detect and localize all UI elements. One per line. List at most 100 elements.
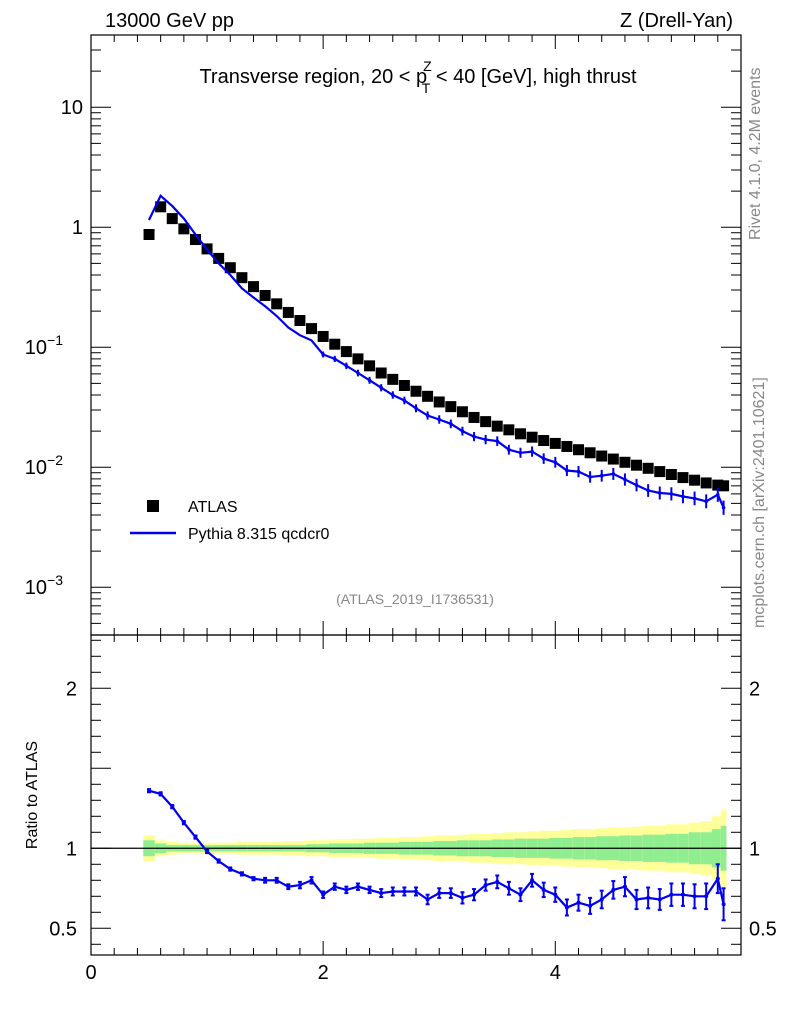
atlas-point — [282, 306, 294, 318]
ratio-point — [721, 902, 726, 907]
ratio-frame — [90, 634, 742, 956]
ratio-point — [611, 887, 616, 892]
analysis-watermark: (ATLAS_2019_I1736531) — [336, 591, 494, 607]
pythia-point — [437, 417, 442, 422]
ratio-point — [181, 820, 186, 825]
pythia-point — [623, 477, 627, 482]
atlas-point — [456, 406, 468, 418]
atlas-point — [503, 424, 515, 436]
ratio-point — [622, 884, 627, 889]
legend-atlas-marker — [147, 500, 159, 512]
ratio-y-tick-label: 2 — [66, 678, 77, 700]
ratio-point — [669, 892, 674, 897]
plot-title: Transverse region, 20 < pZ T < 40 [GeV], … — [199, 58, 637, 96]
ratio-point — [390, 889, 395, 894]
atlas-point — [433, 396, 445, 408]
ratio-point — [414, 889, 418, 894]
atlas-point — [491, 420, 503, 432]
ratio-point — [530, 878, 535, 883]
atlas-point — [689, 474, 701, 486]
ratio-point — [297, 883, 302, 888]
pythia-point — [576, 469, 581, 474]
y-tick-label: 10−1 — [25, 332, 63, 359]
ratio-point — [286, 884, 291, 889]
mcplots-label: mcplots.cern.ch [arXiv:2401.10621] — [751, 377, 768, 628]
legend-atlas-label: ATLAS — [188, 499, 238, 516]
ratio-point — [646, 895, 651, 900]
atlas-point — [364, 360, 376, 372]
ratio-point — [158, 791, 163, 796]
ratio-point — [402, 889, 407, 894]
ratio-point — [588, 903, 593, 908]
atlas-point — [259, 289, 271, 301]
pythia-point — [367, 378, 372, 383]
x-tick-label: 4 — [550, 962, 561, 984]
pythia-point — [495, 439, 500, 443]
pythia-point — [541, 456, 546, 461]
ratio-point — [425, 897, 430, 902]
ratio-point — [332, 884, 337, 889]
atlas-point — [642, 462, 654, 474]
atlas-point — [514, 428, 526, 440]
pythia-point — [425, 413, 430, 418]
ratio-plot-series — [91, 788, 741, 922]
atlas-point — [236, 272, 248, 284]
ratio-point — [239, 871, 244, 876]
pythia-point — [321, 352, 325, 357]
y-tick-label: 10−2 — [25, 452, 63, 479]
atlas-point — [213, 252, 225, 264]
atlas-point — [387, 373, 399, 385]
atlas-point — [317, 330, 329, 342]
atlas-point — [224, 262, 236, 274]
pythia-point — [402, 398, 407, 403]
pythia-point — [460, 429, 465, 433]
atlas-point — [189, 234, 201, 246]
pythia-point — [681, 494, 685, 499]
main-frame — [90, 34, 742, 636]
y-tick-label: 10−3 — [25, 572, 63, 599]
pythia-point — [344, 364, 349, 368]
atlas-point — [677, 472, 689, 484]
y-tick-label: 1 — [72, 217, 83, 239]
atlas-point — [561, 440, 573, 452]
ratio-point — [506, 886, 511, 891]
atlas-point — [248, 281, 259, 293]
ratio-y-tick-label: 0.5 — [49, 918, 77, 940]
main-plot-series — [143, 194, 730, 515]
ratio-point — [460, 895, 465, 900]
atlas-point — [538, 435, 550, 447]
ratio-point — [170, 804, 175, 809]
atlas-point — [596, 450, 608, 462]
pythia-point — [669, 492, 674, 496]
ratio-point — [193, 835, 198, 840]
ratio-point — [309, 878, 314, 883]
ratio-point — [680, 892, 685, 897]
ratio-point — [379, 891, 384, 896]
atlas-point — [306, 323, 318, 335]
pythia-point — [472, 434, 476, 439]
atlas-point — [329, 338, 341, 350]
atlas-point — [375, 367, 387, 379]
atlas-point — [607, 453, 619, 465]
atlas-point — [178, 223, 190, 235]
ratio-point — [576, 900, 581, 905]
ratio-point — [367, 887, 372, 892]
ratio-point — [704, 894, 709, 899]
ratio-point — [344, 887, 349, 892]
atlas-point — [271, 298, 283, 310]
x-tick-label: 2 — [318, 962, 329, 984]
ratio-point — [147, 788, 152, 793]
atlas-point — [619, 456, 631, 468]
ratio-point — [263, 878, 268, 883]
atlas-point — [654, 466, 666, 478]
ratio-y-tick-label-right: 0.5 — [749, 918, 777, 940]
ratio-point — [472, 892, 477, 897]
ratio-point — [564, 905, 569, 910]
atlas-point — [549, 437, 561, 449]
atlas-point — [340, 346, 352, 358]
ratio-point — [553, 892, 558, 897]
atlas-point — [573, 444, 584, 456]
ratio-point — [216, 859, 221, 864]
atlas-point — [480, 416, 492, 428]
pythia-point — [379, 385, 383, 390]
